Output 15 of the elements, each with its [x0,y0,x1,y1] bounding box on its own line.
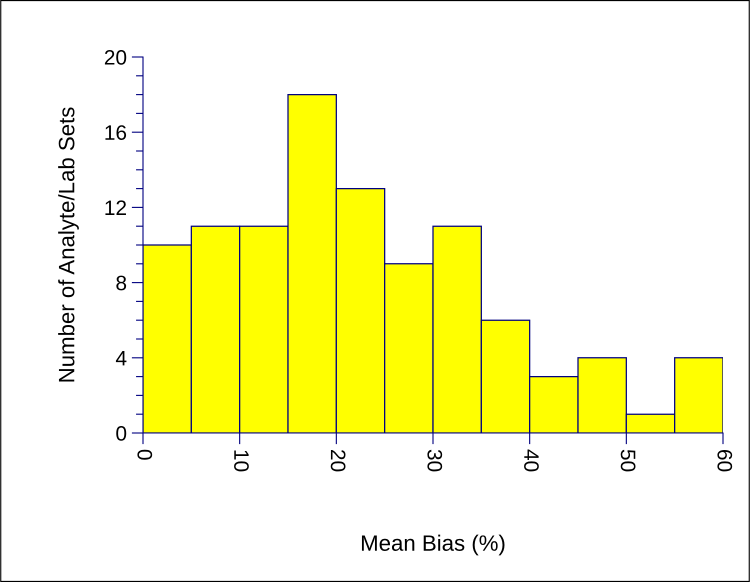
x-axis-title: Mean Bias (%) [362,534,504,556]
y-tick-label: 4 [116,351,126,366]
y-axis-title: Number of Analyte/Lab Sets [58,107,79,382]
x-tick-label: 20 [330,450,346,472]
y-tick-label: 16 [105,125,126,140]
x-tick-label: 0 [137,450,152,460]
y-tick-label: 12 [105,200,126,215]
x-tick-label: 10 [234,450,249,472]
x-tick-label: 50 [620,450,636,472]
x-tick-label: 30 [427,450,442,472]
y-tick-label: 20 [104,50,126,65]
x-tick-label: 40 [524,449,539,472]
x-tick-label: 60 [717,450,732,472]
y-tick-label: 8 [116,276,126,290]
y-tick-label: 0 [116,426,126,441]
